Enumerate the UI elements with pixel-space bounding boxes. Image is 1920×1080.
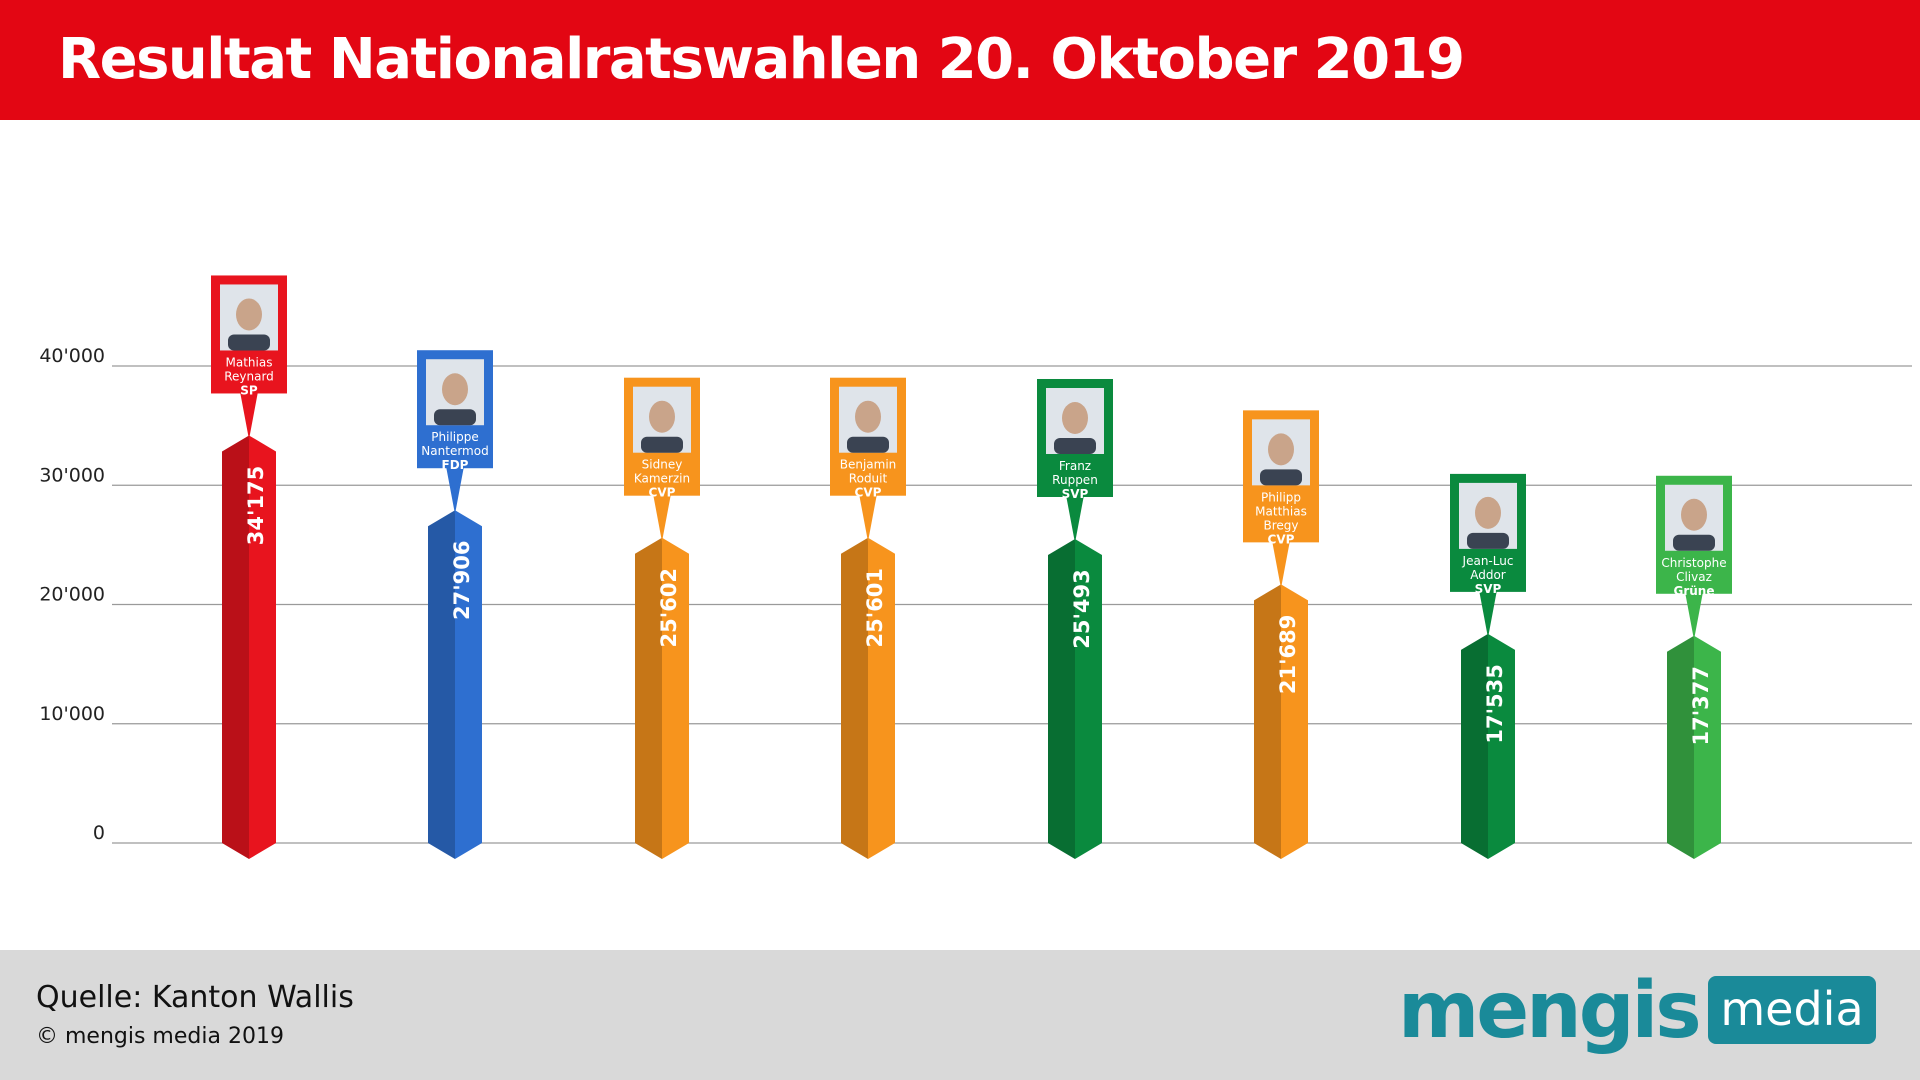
party-label: FDP (442, 458, 469, 472)
candidate-name: Addor (1470, 568, 1506, 582)
value-label: 25'602 (657, 568, 681, 648)
candidate-name: Franz (1059, 459, 1091, 473)
photo-shoulders (1054, 437, 1096, 454)
y-tick-label: 30'000 (39, 464, 105, 486)
footer: Quelle: Kanton Wallis © mengis media 201… (0, 950, 1920, 1080)
bar (1694, 635, 1721, 859)
candidate-name: Ruppen (1052, 473, 1098, 487)
bar (662, 537, 689, 859)
value-label: 17'377 (1689, 666, 1713, 746)
bar-chart: 0 10'000 20'000 30'000 40'000 34'175 MathiasRe… (39, 275, 1912, 859)
candidate-name: Clivaz (1676, 570, 1712, 584)
card-pointer (1272, 540, 1290, 589)
bar-left-face (428, 510, 455, 859)
mengis-media-logo: mengis media (1398, 966, 1878, 1064)
party-label: SP (240, 383, 258, 397)
value-label: 17'535 (1483, 664, 1507, 744)
party-label: CVP (649, 486, 676, 500)
card-pointer (1685, 591, 1703, 640)
chart-title: Resultat Nationalratswahlen 20. Oktober … (58, 27, 1465, 92)
candidate-name: Benjamin (840, 458, 897, 472)
candidate-name: Matthias (1255, 504, 1307, 518)
candidate-name: Roduit (849, 472, 888, 486)
bar-left-face (1254, 584, 1281, 859)
bar-left-face (1048, 538, 1075, 859)
party-label: Grüne (1674, 584, 1715, 598)
bar (1075, 538, 1102, 859)
photo-shoulders (847, 436, 889, 453)
card-pointer (1479, 589, 1497, 638)
candidate-name: Philipp (1261, 490, 1301, 504)
photo-shoulders (1467, 532, 1509, 549)
bar (1488, 633, 1515, 859)
value-label: 21'689 (1276, 615, 1300, 695)
logo-wordmark: mengis (1398, 966, 1702, 1056)
y-tick-label: 0 (93, 822, 105, 844)
bar-left-face (222, 435, 249, 859)
candidate-name: Kamerzin (634, 472, 690, 486)
y-tick-label: 10'000 (39, 703, 105, 725)
title-banner: Resultat Nationalratswahlen 20. Oktober … (0, 0, 1920, 120)
candidate-name: Bregy (1263, 518, 1298, 532)
source-note: Quelle: Kanton Wallis (36, 980, 354, 1015)
bar (455, 510, 482, 859)
photo-shoulders (1673, 534, 1715, 551)
bar-left-face (1667, 635, 1694, 859)
photo-face (649, 400, 675, 433)
photo-shoulders (1260, 469, 1302, 486)
bar-left-face (841, 537, 868, 859)
candidate-name: Christophe (1661, 556, 1726, 570)
photo-face (1062, 401, 1088, 434)
photo-shoulders (434, 409, 476, 426)
candidate-name: Reynard (224, 369, 274, 383)
value-label: 34'175 (244, 466, 268, 546)
y-tick-label: 20'000 (39, 584, 105, 606)
grid: 0 10'000 20'000 30'000 40'000 (39, 345, 1912, 844)
bar-left-face (635, 537, 662, 859)
photo-face (1268, 433, 1294, 466)
value-label: 25'601 (863, 568, 887, 648)
value-label: 25'493 (1070, 569, 1094, 649)
y-tick-label: 40'000 (39, 345, 105, 367)
card-pointer (653, 493, 671, 542)
logo-badge-text: media (1720, 982, 1864, 1036)
bar (249, 435, 276, 859)
value-label: 27'906 (450, 540, 474, 620)
candidate-name: Jean-Luc (1462, 554, 1514, 568)
photo-face (1681, 498, 1707, 531)
photo-shoulders (641, 436, 683, 453)
party-label: SVP (1475, 582, 1502, 596)
party-label: CVP (1268, 532, 1295, 546)
bar-left-face (1461, 633, 1488, 859)
copyright-note: © mengis media 2019 (36, 1024, 284, 1049)
party-label: CVP (855, 486, 882, 500)
card-pointer (1066, 494, 1084, 543)
photo-face (442, 373, 468, 406)
party-label: SVP (1062, 487, 1089, 501)
candidate-name: Philippe (431, 430, 478, 444)
bar (868, 537, 895, 859)
photo-shoulders (228, 334, 270, 351)
bar (1281, 584, 1308, 859)
photo-face (1475, 496, 1501, 529)
photo-face (855, 400, 881, 433)
card-pointer (240, 391, 258, 440)
logo-badge: media (1708, 976, 1876, 1044)
candidate-name: Nantermod (421, 444, 488, 458)
candidate-name: Sidney (642, 458, 683, 472)
candidate-name: Mathias (226, 355, 273, 369)
photo-face (236, 298, 262, 331)
card-pointer (859, 493, 877, 542)
card-pointer (446, 466, 464, 515)
